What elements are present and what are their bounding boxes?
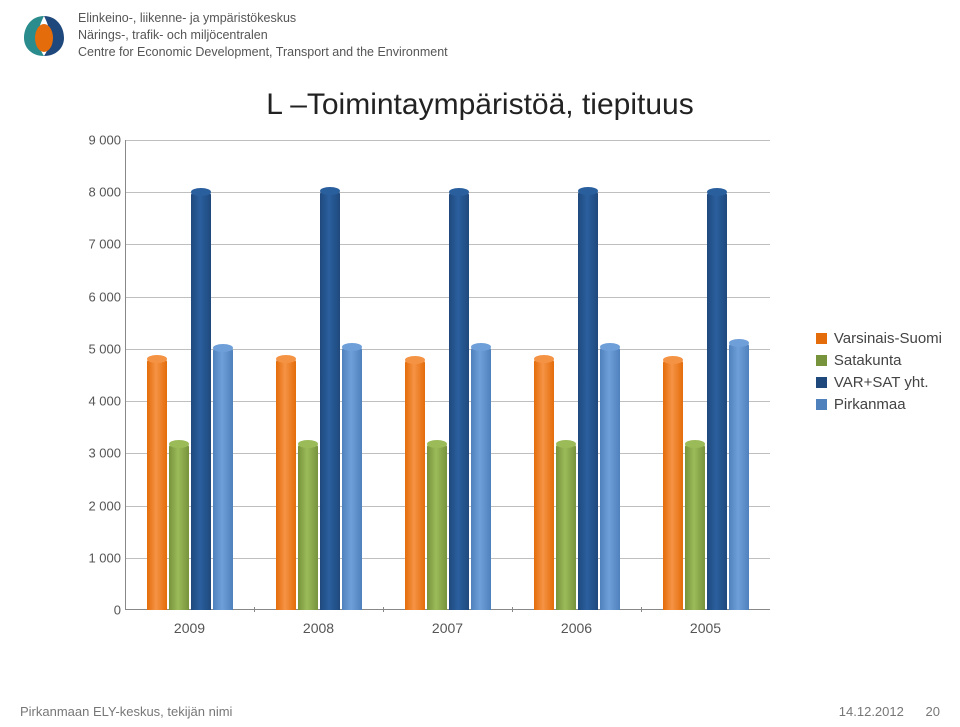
y-tick-label: 4 000 <box>88 394 121 409</box>
bar <box>449 192 469 610</box>
bar <box>342 347 362 610</box>
legend-swatch <box>816 377 827 388</box>
header-line-1: Elinkeino-, liikenne- ja ympäristökeskus <box>78 10 448 27</box>
legend-item: VAR+SAT yht. <box>816 374 942 391</box>
legend-swatch <box>816 355 827 366</box>
x-tick-label: 2009 <box>174 620 205 636</box>
legend-label: Pirkanmaa <box>834 396 906 413</box>
plot: 2009 2008 2007 2006 2005 <box>125 140 770 640</box>
bar <box>534 359 554 610</box>
footer-left: Pirkanmaan ELY-keskus, tekijän nimi <box>20 704 232 719</box>
bar-group <box>405 140 491 610</box>
x-tick-label: 2006 <box>561 620 592 636</box>
footer-right: 14.12.2012 20 <box>839 704 940 719</box>
x-tick <box>512 607 513 612</box>
bar <box>663 360 683 610</box>
x-tick <box>383 607 384 612</box>
bar-group <box>663 140 749 610</box>
footer: Pirkanmaan ELY-keskus, tekijän nimi 14.1… <box>20 704 940 719</box>
x-tick <box>254 607 255 612</box>
bar <box>405 360 425 610</box>
bar <box>556 444 576 610</box>
y-tick-label: 3 000 <box>88 446 121 461</box>
legend-item: Pirkanmaa <box>816 396 942 413</box>
y-tick-label: 6 000 <box>88 289 121 304</box>
x-tick-label: 2008 <box>303 620 334 636</box>
y-tick-label: 8 000 <box>88 185 121 200</box>
legend-item: Satakunta <box>816 352 942 369</box>
header-text: Elinkeino-, liikenne- ja ympäristökeskus… <box>78 10 448 61</box>
bar-group <box>276 140 362 610</box>
legend-label: Varsinais-Suomi <box>834 330 942 347</box>
y-tick-label: 7 000 <box>88 237 121 252</box>
bar <box>147 359 167 610</box>
x-tick-label: 2005 <box>690 620 721 636</box>
bar <box>600 347 620 610</box>
y-tick-label: 9 000 <box>88 133 121 148</box>
bar <box>320 191 340 610</box>
legend-swatch <box>816 333 827 344</box>
bar <box>191 192 211 610</box>
y-axis: 0 1 000 2 000 3 000 4 000 5 000 6 000 7 000 8 00… <box>70 140 125 640</box>
bar <box>707 192 727 610</box>
bars-layer <box>125 140 770 610</box>
legend-label: Satakunta <box>834 352 902 369</box>
y-tick-label: 0 <box>114 603 121 618</box>
bar <box>471 347 491 610</box>
header-line-2: Närings-, trafik- och miljöcentralen <box>78 27 448 44</box>
y-tick-label: 1 000 <box>88 550 121 565</box>
x-tick-label: 2007 <box>432 620 463 636</box>
footer-date: 14.12.2012 <box>839 704 904 719</box>
bar <box>276 359 296 610</box>
x-axis: 2009 2008 2007 2006 2005 <box>125 612 770 640</box>
bar <box>213 348 233 610</box>
bar <box>298 444 318 610</box>
legend-swatch <box>816 399 827 410</box>
y-tick-label: 2 000 <box>88 498 121 513</box>
footer-page: 20 <box>926 704 940 719</box>
bar-group <box>147 140 233 610</box>
bar-group <box>534 140 620 610</box>
y-tick-label: 5 000 <box>88 341 121 356</box>
bar <box>729 343 749 610</box>
ely-logo <box>20 10 68 58</box>
chart-area: 0 1 000 2 000 3 000 4 000 5 000 6 000 7 000 8 00… <box>70 140 770 640</box>
page: Elinkeino-, liikenne- ja ympäristökeskus… <box>0 0 960 727</box>
header-line-3: Centre for Economic Development, Transpo… <box>78 44 448 61</box>
legend: Varsinais-Suomi Satakunta VAR+SAT yht. Pirk… <box>816 325 942 418</box>
header: Elinkeino-, liikenne- ja ympäristökeskus… <box>20 10 448 61</box>
x-tick <box>641 607 642 612</box>
chart-title: L –Toimintaympäristöä, tiepituus <box>0 88 960 122</box>
bar <box>578 191 598 610</box>
legend-label: VAR+SAT yht. <box>834 374 929 391</box>
bar <box>427 444 447 610</box>
bar <box>685 444 705 610</box>
legend-item: Varsinais-Suomi <box>816 330 942 347</box>
bar <box>169 444 189 610</box>
